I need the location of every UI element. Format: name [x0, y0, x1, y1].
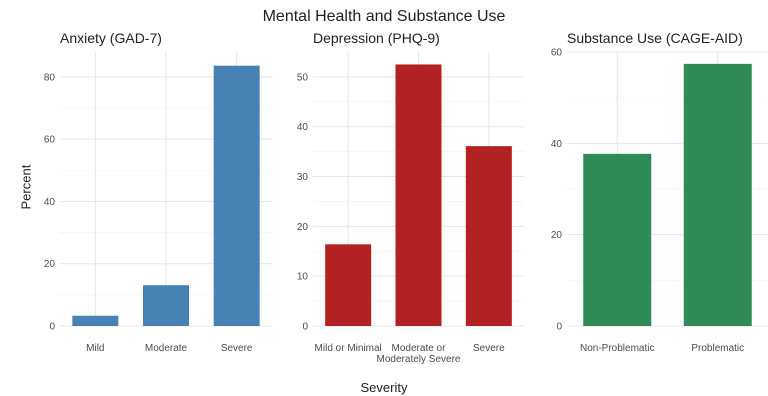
figure-title: Mental Health and Substance Use	[262, 8, 506, 25]
y-tick-label: 60	[551, 48, 563, 59]
x-tick-label: Severe	[473, 343, 505, 354]
bar	[583, 153, 652, 326]
y-tick-label: 20	[44, 259, 56, 270]
y-tick-label: 20	[551, 230, 563, 241]
panel-title-anxiety: Anxiety (GAD-7)	[60, 30, 162, 46]
bar	[395, 64, 442, 327]
bar	[213, 65, 260, 326]
y-tick-label: 30	[297, 172, 309, 183]
y-tick-label: 50	[297, 72, 309, 83]
y-tick-label: 0	[49, 322, 55, 333]
y-tick-label: 40	[551, 139, 563, 150]
x-tick-label: Mild	[86, 343, 104, 354]
x-tick-label: Severe	[221, 343, 253, 354]
x-tick-label: Problematic	[691, 343, 744, 354]
y-tick-label: 0	[556, 322, 562, 333]
bar	[325, 244, 372, 326]
x-tick-label: Moderate	[145, 343, 188, 354]
chart-panel-3: 0 20 40 60 Non-Problematic Problematic	[551, 48, 768, 354]
y-tick-label: 40	[297, 122, 309, 133]
bar	[465, 146, 512, 326]
bar	[72, 315, 119, 326]
x-tick-label: Non-Problematic	[580, 343, 654, 354]
y-tick-label: 80	[44, 72, 56, 83]
y-tick-label: 10	[297, 272, 309, 283]
y-tick-label: 20	[297, 222, 309, 233]
x-axis-label: Severity	[360, 380, 408, 395]
panel-title-substance-use: Substance Use (CAGE-AID)	[567, 30, 743, 46]
y-tick-label: 0	[302, 322, 308, 333]
bar	[143, 285, 189, 326]
x-tick-label: Mild or Minimal	[315, 343, 382, 354]
y-tick-label: 40	[44, 197, 56, 208]
bar	[683, 63, 752, 327]
chart-panel-2: 0 10 20 30 40 50 Mild or Minimal Moderate or Mod…	[297, 52, 524, 365]
panel-title-depression: Depression (PHQ-9)	[313, 30, 440, 46]
y-tick-label: 60	[44, 135, 56, 146]
chart-panel-1: 0 20 40 60 80 Mild Moderate Severe	[44, 52, 272, 354]
x-tick-label: Moderate or Moderately Severe	[377, 343, 461, 365]
